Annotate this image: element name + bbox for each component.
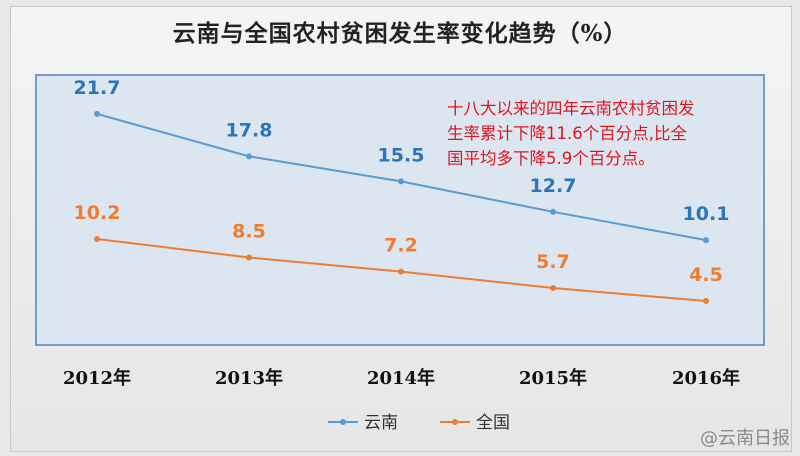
legend-label: 云南: [364, 413, 398, 433]
x-tick-label: 2012年: [63, 367, 131, 389]
data-label: 15.5: [378, 144, 425, 166]
data-point: [94, 236, 100, 243]
annotation-line: 生率累计下降11.6个百分点,比全: [447, 124, 687, 143]
x-tick-label: 2015年: [519, 367, 587, 389]
data-label: 10.1: [683, 203, 730, 225]
plot-area: [35, 74, 765, 346]
data-point: [94, 110, 100, 117]
data-label: 5.7: [536, 251, 570, 273]
x-tick-label: 2016年: [672, 367, 740, 389]
annotation-line: 国平均多下降5.9个百分点。: [447, 149, 655, 168]
data-point: [246, 153, 252, 160]
legend-label: 全国: [476, 413, 510, 433]
data-label: 10.2: [74, 202, 121, 224]
data-point: [703, 298, 709, 305]
legend-marker: [340, 419, 346, 425]
data-point: [398, 178, 404, 185]
annotation: 十八大以来的四年云南农村贫困发生率累计下降11.6个百分点,比全国平均多下降5.…: [447, 99, 695, 168]
data-label: 7.2: [384, 235, 418, 257]
data-label: 17.8: [226, 119, 273, 141]
data-label: 8.5: [232, 221, 266, 243]
annotation-line: 十八大以来的四年云南农村贫困发: [447, 99, 695, 118]
data-point: [398, 268, 404, 275]
data-label: 12.7: [530, 175, 577, 197]
legend-marker: [452, 419, 458, 425]
data-label: 4.5: [689, 264, 723, 286]
chart-title: 云南与全国农村贫困发生率变化趋势（%）: [172, 20, 628, 47]
watermark: @云南日报: [700, 428, 790, 449]
data-point: [703, 237, 709, 244]
x-tick-label: 2013年: [215, 367, 283, 389]
data-label: 21.7: [74, 77, 121, 99]
data-point: [246, 254, 252, 261]
x-tick-label: 2014年: [367, 367, 435, 389]
data-point: [550, 208, 556, 215]
data-point: [550, 284, 556, 291]
